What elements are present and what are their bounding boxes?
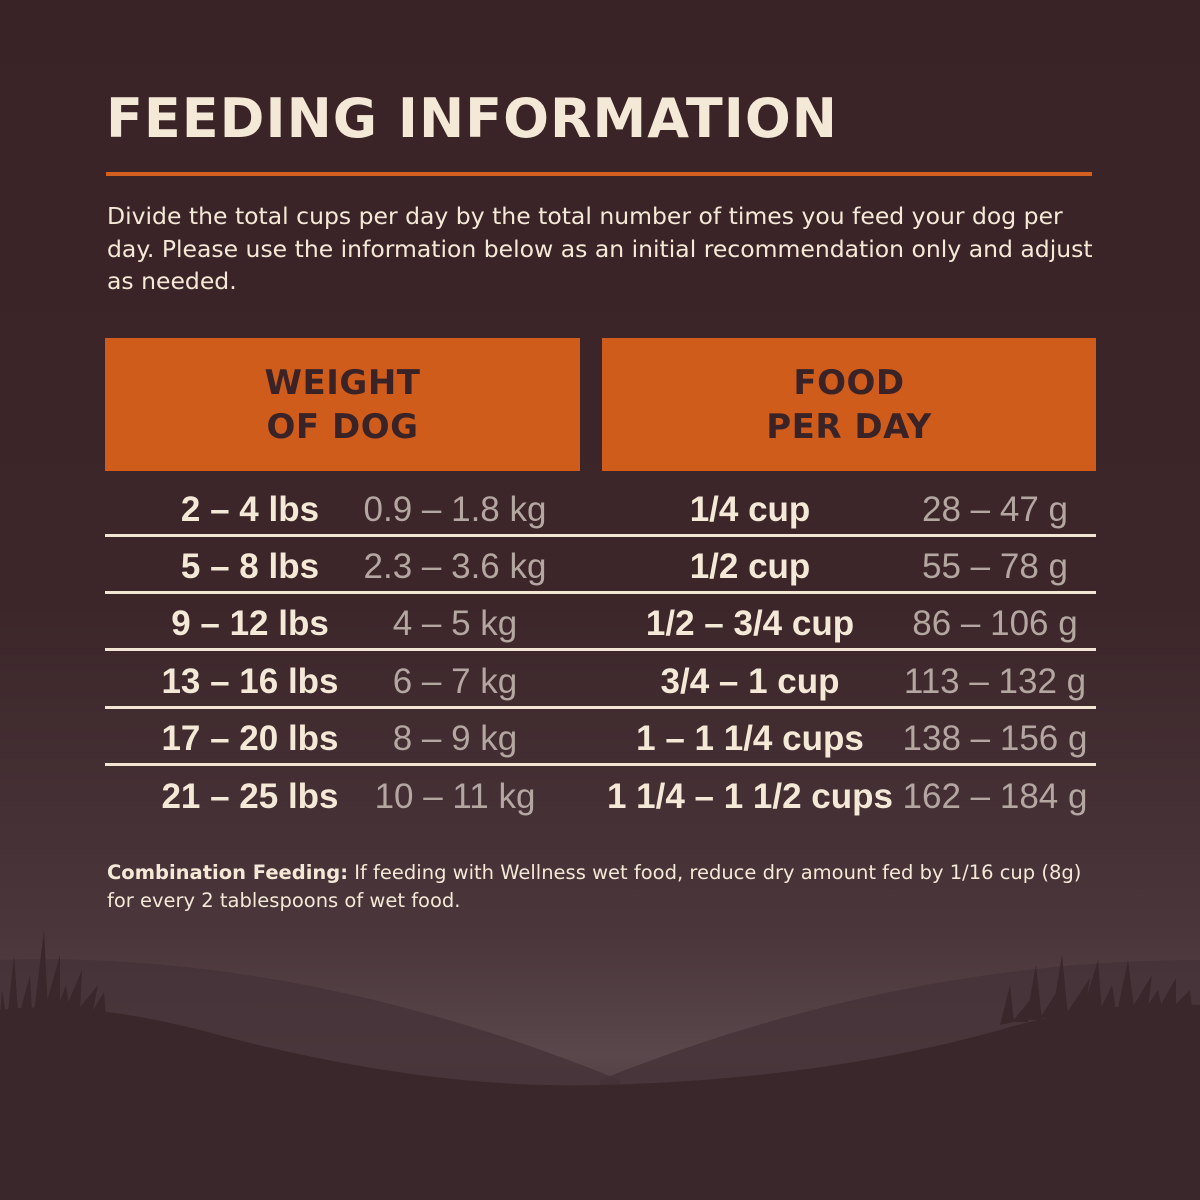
- table-row: 21 – 25 lbs 10 – 11 kg 1 1/4 – 1 1/2 cup…: [105, 768, 1096, 825]
- weight-kg: 0.9 – 1.8 kg: [363, 490, 547, 529]
- weight-kg: 10 – 11 kg: [374, 777, 536, 816]
- row-divider: [105, 534, 1096, 537]
- food-cups: 1 – 1 1/4 cups: [636, 719, 864, 758]
- row-divider: [105, 706, 1096, 709]
- food-cups: 1 1/4 – 1 1/2 cups: [606, 777, 893, 816]
- row-divider: [105, 591, 1096, 594]
- table-row: 2 – 4 lbs 0.9 – 1.8 kg 1/4 cup 28 – 47 g: [105, 481, 1096, 538]
- food-header-line-2: PER DAY: [766, 406, 932, 447]
- row-divider: [105, 763, 1096, 766]
- table-row: 17 – 20 lbs 8 – 9 kg 1 – 1 1/4 cups 138 …: [105, 710, 1096, 767]
- intro-text: Divide the total cups per day by the tot…: [107, 202, 1093, 295]
- page-title: FEEDING INFORMATION: [106, 87, 838, 150]
- note-label: Combination Feeding:: [107, 861, 349, 884]
- weight-header-line-2: OF DOG: [266, 406, 419, 447]
- table-row: 5 – 8 lbs 2.3 – 3.6 kg 1/2 cup 55 – 78 g: [105, 538, 1096, 595]
- weight-lbs: 21 – 25 lbs: [161, 777, 339, 816]
- weight-kg: 6 – 7 kg: [392, 662, 518, 701]
- table-row: 13 – 16 lbs 6 – 7 kg 3/4 – 1 cup 113 – 1…: [105, 653, 1096, 710]
- food-grams: 162 – 184 g: [902, 777, 1088, 816]
- weight-kg: 2.3 – 3.6 kg: [363, 547, 547, 586]
- combination-feeding-note: Combination Feeding: If feeding with Wel…: [107, 859, 1097, 915]
- food-header-line-1: FOOD: [793, 362, 905, 403]
- row-divider: [105, 648, 1096, 651]
- weight-header-line-1: WEIGHT: [264, 362, 421, 403]
- weight-kg: 4 – 5 kg: [392, 604, 518, 643]
- title-divider: [106, 172, 1092, 176]
- weight-lbs: 5 – 8 lbs: [180, 547, 320, 586]
- note-text: If feeding with Wellness wet food, reduc…: [107, 861, 1082, 912]
- weight-lbs: 17 – 20 lbs: [161, 719, 339, 758]
- food-cups: 1/2 cup: [689, 547, 811, 586]
- food-cups: 3/4 – 1 cup: [660, 662, 840, 701]
- food-cups: 1/4 cup: [689, 490, 811, 529]
- weight-lbs: 13 – 16 lbs: [161, 662, 339, 701]
- weight-kg: 8 – 9 kg: [392, 719, 518, 758]
- weight-lbs: 9 – 12 lbs: [171, 604, 329, 643]
- table-row: 9 – 12 lbs 4 – 5 kg 1/2 – 3/4 cup 86 – 1…: [105, 595, 1096, 652]
- food-grams: 28 – 47 g: [922, 490, 1068, 529]
- food-grams: 138 – 156 g: [902, 719, 1088, 758]
- food-column-header: FOOD PER DAY: [602, 338, 1096, 471]
- weight-lbs: 2 – 4 lbs: [180, 490, 320, 529]
- weight-column-header: WEIGHT OF DOG: [105, 338, 580, 471]
- food-grams: 86 – 106 g: [912, 604, 1078, 643]
- food-cups: 1/2 – 3/4 cup: [645, 604, 855, 643]
- food-grams: 113 – 132 g: [903, 662, 1087, 701]
- food-grams: 55 – 78 g: [922, 547, 1068, 586]
